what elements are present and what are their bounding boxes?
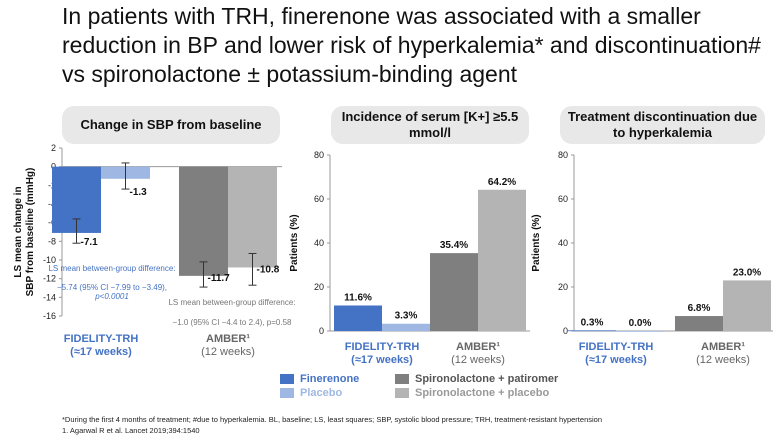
category-label: FIDELITY-TRH bbox=[579, 341, 654, 353]
annotation-text: LS mean between-group difference: bbox=[168, 298, 295, 307]
y-tick-label: -14 bbox=[43, 292, 56, 302]
annotation-text: −5.74 (95% CI −7.99 to −3.49), bbox=[57, 283, 167, 292]
legend-label: Finerenone bbox=[300, 373, 360, 385]
y-tick-label: -12 bbox=[43, 274, 56, 284]
footnote-reference: 1. Agarwal R et al. Lancet 2019;394:1540 bbox=[62, 426, 200, 435]
data-label: 6.8% bbox=[688, 303, 711, 314]
data-label: 0.3% bbox=[581, 317, 604, 328]
y-tick-label: 20 bbox=[314, 282, 324, 292]
legend-swatch bbox=[280, 388, 294, 398]
annotation-text: −1.0 (95% CI −4.4 to 2.4), p=0.58 bbox=[173, 318, 293, 327]
data-label: 11.6% bbox=[344, 292, 372, 303]
data-label: 3.3% bbox=[395, 311, 418, 322]
legend-item-spiro-placebo: Spironolactone + placebo bbox=[395, 387, 549, 399]
y-tick-label: 20 bbox=[558, 282, 568, 292]
y-tick-label: -16 bbox=[43, 311, 56, 321]
bar-spironolactone-patiromer bbox=[430, 253, 478, 331]
y-tick-label: 40 bbox=[314, 238, 324, 248]
panel-heading-discontinuation-text: Treatment discontinuation due to hyperka… bbox=[567, 109, 758, 140]
category-label: FIDELITY-TRH bbox=[345, 341, 420, 353]
y-axis-label: Patients (%) bbox=[531, 214, 542, 271]
data-label: -10.8 bbox=[257, 264, 280, 275]
category-sublabel: (≈17 weeks) bbox=[585, 354, 647, 366]
legend-item-placebo: Placebo bbox=[280, 387, 342, 399]
legend-label: Spironolactone + patiromer bbox=[415, 373, 559, 385]
y-tick-label: -4 bbox=[48, 199, 56, 209]
data-label: -11.7 bbox=[208, 273, 231, 284]
y-tick-label: -6 bbox=[48, 218, 56, 228]
bar-finerenone bbox=[568, 330, 616, 332]
annotation-text: p<0.0001 bbox=[94, 292, 129, 301]
category-label: FIDELITY-TRH bbox=[64, 333, 139, 345]
data-label: 0.0% bbox=[629, 318, 652, 329]
y-tick-label: 80 bbox=[314, 150, 324, 160]
legend-item-finerenone: Finerenone bbox=[280, 373, 359, 385]
legend-swatch bbox=[280, 374, 294, 384]
bar-placebo bbox=[382, 323, 430, 331]
bar-spironolactone-patiromer bbox=[675, 316, 723, 331]
category-sublabel: (≈17 weeks) bbox=[351, 354, 413, 366]
data-label: 23.0% bbox=[733, 267, 761, 278]
legend-label: Placebo bbox=[300, 387, 343, 399]
annotation-text: LS mean between-group difference: bbox=[48, 264, 175, 273]
footnote-abbreviations: *During the first 4 months of treatment;… bbox=[62, 415, 602, 424]
bar-spironolactone-placebo bbox=[723, 280, 771, 331]
legend-label: Spironolactone + placebo bbox=[415, 387, 550, 399]
y-tick-label: 80 bbox=[558, 150, 568, 160]
data-label: 35.4% bbox=[440, 240, 468, 251]
y-tick-label: 60 bbox=[558, 194, 568, 204]
category-sublabel: (12 weeks) bbox=[451, 354, 505, 366]
category-label: AMBER¹ bbox=[206, 333, 250, 345]
legend-item-spiro-patiromer: Spironolactone + patiromer bbox=[395, 373, 558, 385]
bar-placebo bbox=[616, 331, 664, 332]
y-tick-label: 2 bbox=[51, 143, 56, 153]
category-label: AMBER¹ bbox=[456, 341, 500, 353]
y-tick-label: 0 bbox=[563, 326, 568, 336]
bar-spironolactone-placebo bbox=[478, 189, 526, 331]
panel-heading-discontinuation: Treatment discontinuation due to hyperka… bbox=[560, 106, 765, 144]
y-axis-label: LS mean change inSBP from baseline (mmHg… bbox=[13, 168, 36, 297]
data-label: -7.1 bbox=[81, 237, 99, 248]
y-tick-label: 60 bbox=[314, 194, 324, 204]
panel-heading-potassium: Incidence of serum [K+] ≥5.5 mmol/l bbox=[331, 106, 529, 144]
bar-spironolactone-placebo bbox=[228, 166, 277, 268]
y-axis-label: Patients (%) bbox=[289, 214, 300, 271]
y-tick-label: -10 bbox=[43, 255, 56, 265]
y-tick-label: -8 bbox=[48, 236, 56, 246]
panel-heading-sbp-text: Change in SBP from baseline bbox=[80, 117, 262, 132]
category-sublabel: (12 weeks) bbox=[696, 354, 750, 366]
panel-heading-sbp: Change in SBP from baseline bbox=[62, 106, 280, 144]
bar-finerenone bbox=[334, 305, 382, 331]
y-tick-label: -2 bbox=[48, 180, 56, 190]
footnotes: *During the first 4 months of treatment;… bbox=[62, 414, 602, 436]
bar-spironolactone-patiromer bbox=[179, 166, 228, 276]
slide-title: In patients with TRH, finerenone was ass… bbox=[62, 3, 761, 87]
legend-swatch bbox=[395, 374, 409, 384]
legend-swatch bbox=[395, 388, 409, 398]
y-tick-label: 0 bbox=[319, 326, 324, 336]
data-label: 64.2% bbox=[488, 177, 516, 188]
data-label: -1.3 bbox=[130, 187, 148, 198]
category-sublabel: (≈17 weeks) bbox=[70, 346, 132, 358]
category-sublabel: (12 weeks) bbox=[201, 346, 255, 358]
category-label: AMBER¹ bbox=[701, 341, 745, 353]
y-tick-label: 40 bbox=[558, 238, 568, 248]
panel-heading-potassium-text: Incidence of serum [K+] ≥5.5 mmol/l bbox=[341, 109, 519, 140]
